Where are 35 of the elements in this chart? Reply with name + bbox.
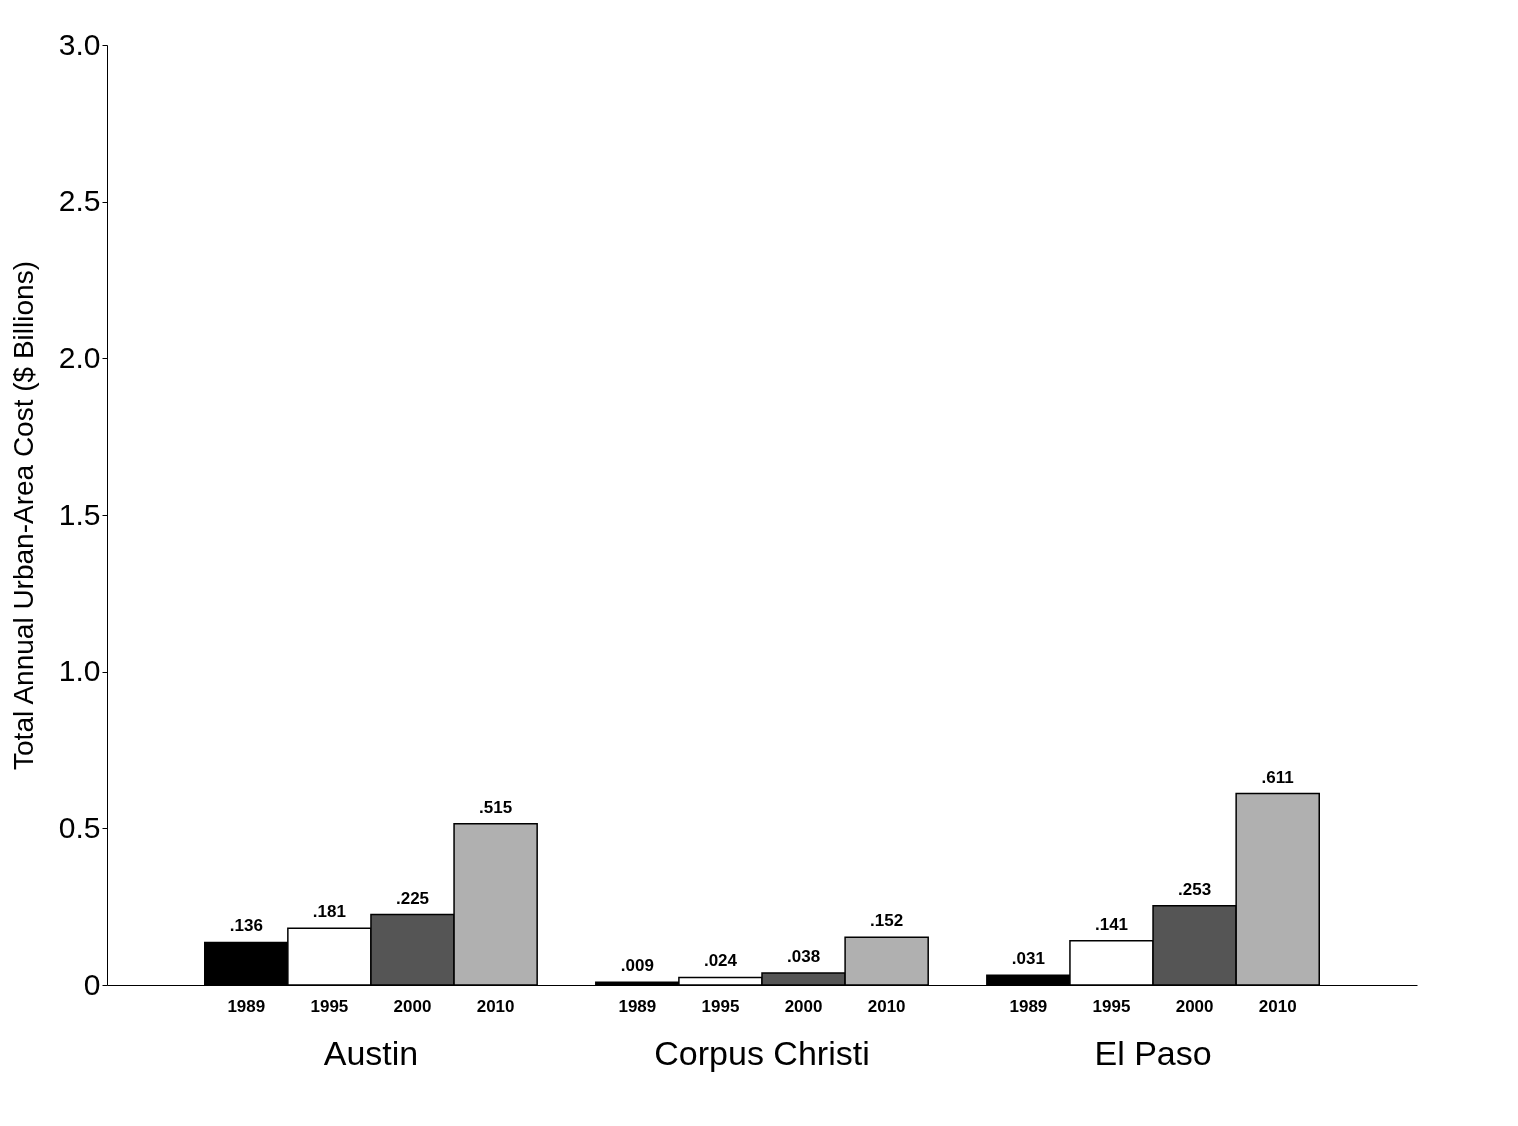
data-label: .611 — [1261, 767, 1294, 787]
text: 2000 — [784, 997, 823, 1016]
series-label: 1995 — [310, 997, 349, 1016]
x-tick-label: El Paso — [1094, 1033, 1212, 1072]
data-label: .515 — [479, 797, 513, 817]
series-label: 1989 — [227, 997, 266, 1016]
data-label: .181 — [312, 902, 346, 922]
data-label: .136 — [229, 916, 263, 936]
x-tick-label: Corpus Christi — [654, 1033, 870, 1072]
text: 1989 — [618, 997, 657, 1016]
data-label: .031 — [1011, 949, 1045, 969]
text: 1989 — [1009, 997, 1048, 1016]
y-tick-label: 0.5 — [58, 810, 101, 844]
y-tick-label: 3.0 — [58, 27, 101, 61]
data-label: .038 — [787, 947, 821, 967]
y-tick-label: 1.5 — [58, 497, 101, 531]
y-tick-label: 2.0 — [58, 340, 101, 374]
text: 2000 — [1175, 997, 1214, 1016]
y-tick-label: 1.0 — [58, 654, 101, 688]
data-label: .253 — [1178, 879, 1212, 899]
text: 2010 — [867, 997, 906, 1016]
data-label: .024 — [703, 951, 738, 971]
y-axis-title: Total Annual Urban-Area Cost ($ Billions) — [7, 261, 39, 770]
y-tick-label: 2.5 — [58, 184, 101, 218]
data-label: .141 — [1094, 914, 1129, 934]
series-label: 2000 — [393, 997, 432, 1016]
text: 1995 — [1092, 997, 1131, 1016]
data-label: .009 — [620, 956, 654, 976]
data-label: .152 — [870, 911, 904, 931]
series-label: 2010 — [476, 997, 515, 1016]
text: 1995 — [701, 997, 740, 1016]
y-tick-label: 0 — [83, 967, 101, 1001]
x-tick-label: Austin — [323, 1033, 419, 1072]
text: 2010 — [1258, 997, 1297, 1016]
data-label: .225 — [395, 888, 430, 908]
